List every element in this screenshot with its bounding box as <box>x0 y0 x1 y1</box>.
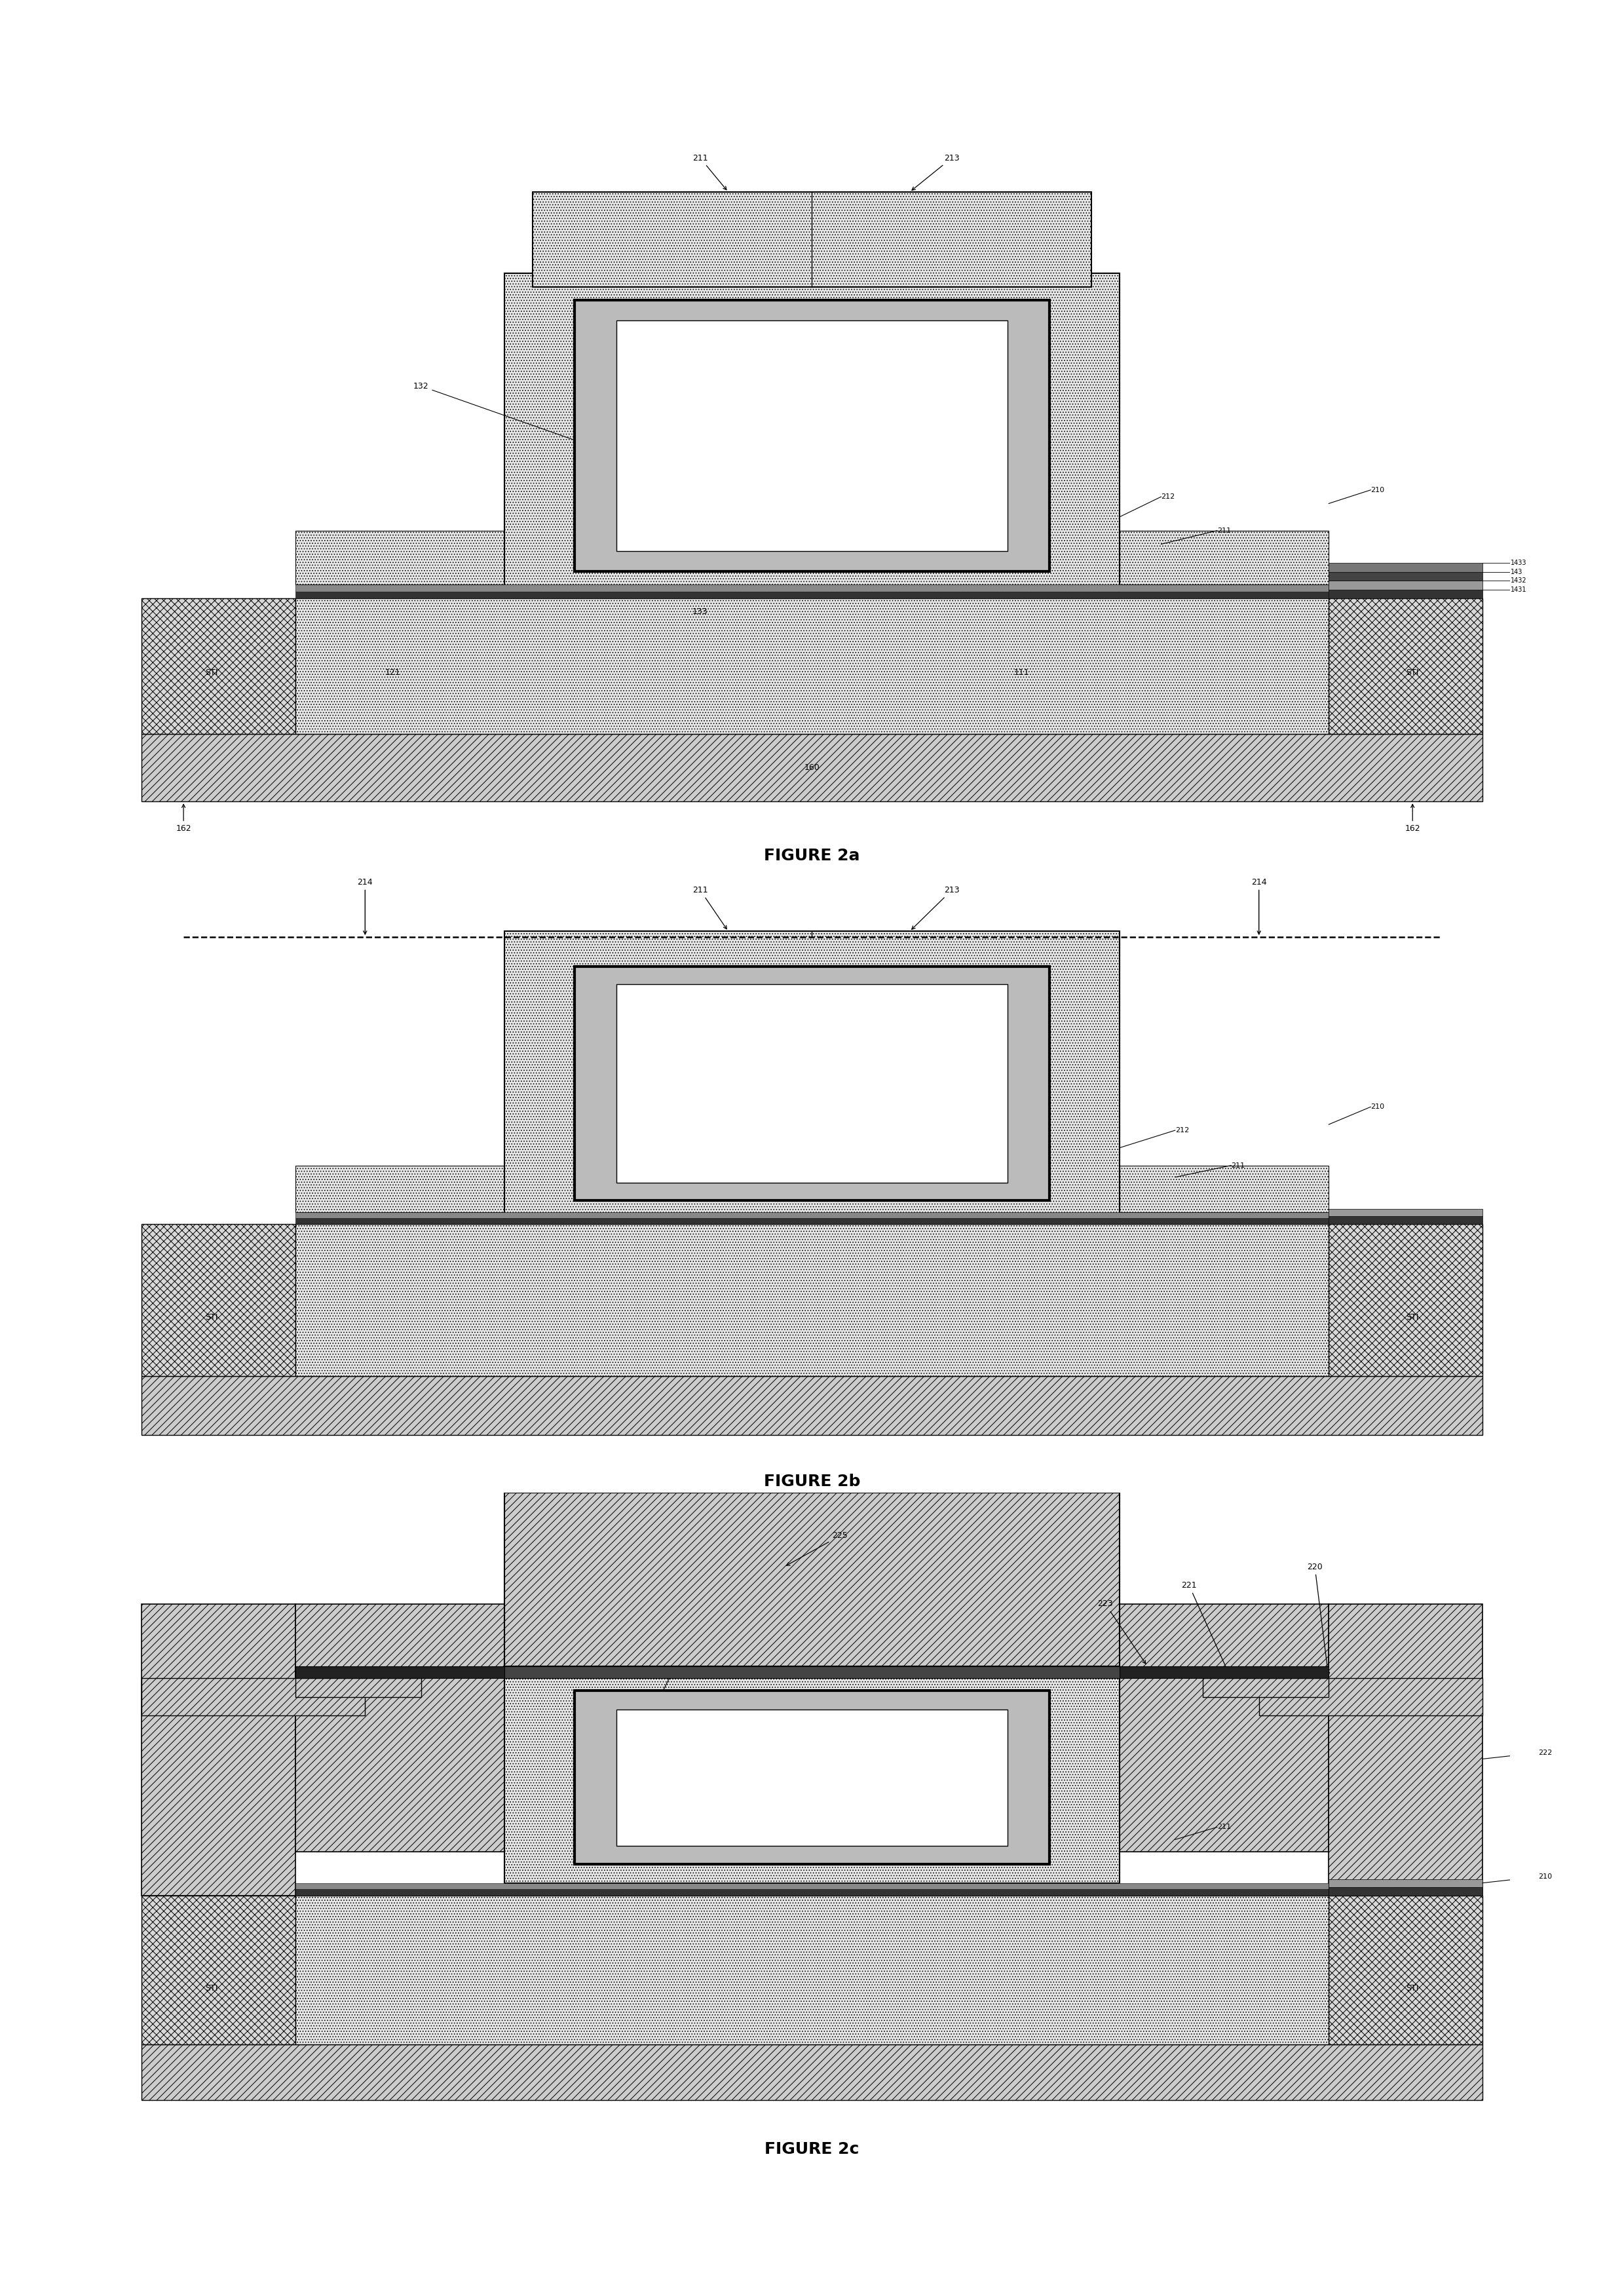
Bar <box>575 301 1049 572</box>
Text: STI: STI <box>1406 1984 1419 1993</box>
Bar <box>575 967 1049 1201</box>
Bar <box>505 1667 1119 1678</box>
Text: 213: 213 <box>911 886 960 930</box>
Bar <box>296 599 1328 735</box>
Bar <box>296 1890 1328 1896</box>
Bar <box>141 2043 1483 2101</box>
Text: 1431: 1431 <box>1510 585 1527 592</box>
Text: FIGURE 2c: FIGURE 2c <box>765 2142 859 2158</box>
Bar <box>296 585 1328 592</box>
Text: 1432: 1432 <box>1510 579 1527 583</box>
Bar <box>296 1896 1328 2043</box>
Bar <box>1328 563 1483 572</box>
Bar <box>1119 1667 1328 1678</box>
Text: 162: 162 <box>175 804 192 833</box>
Bar <box>1328 1208 1483 1217</box>
Text: STI: STI <box>205 668 218 677</box>
Bar <box>296 1219 1328 1224</box>
Bar <box>1203 1678 1328 1697</box>
Bar <box>141 1896 296 2043</box>
Bar <box>141 1224 296 1375</box>
Bar <box>1328 599 1483 735</box>
Bar <box>1328 581 1483 590</box>
Text: STI: STI <box>1406 668 1419 677</box>
Text: 130: 130 <box>698 1770 809 1779</box>
Text: 130: 130 <box>698 429 809 439</box>
Text: 221: 221 <box>1181 1582 1229 1676</box>
Bar <box>1119 530 1328 585</box>
Text: 160: 160 <box>804 762 820 771</box>
Bar <box>1328 1887 1483 1896</box>
Text: 212: 212 <box>1176 1127 1189 1134</box>
Bar <box>1328 1224 1483 1375</box>
Text: 211: 211 <box>1216 528 1231 535</box>
Bar <box>1328 1896 1483 2043</box>
Text: 211: 211 <box>1216 1823 1231 1830</box>
Bar <box>505 1667 1119 1883</box>
Bar <box>296 1678 421 1697</box>
Bar <box>141 1678 365 1715</box>
Bar <box>617 985 1007 1182</box>
Bar <box>533 193 1091 287</box>
Text: 211: 211 <box>692 886 726 930</box>
Text: 143: 143 <box>1510 569 1522 576</box>
Bar <box>141 599 296 735</box>
Bar <box>296 592 1328 599</box>
Bar <box>1328 1605 1483 1896</box>
Bar <box>141 1375 1483 1435</box>
Text: STI: STI <box>1406 1313 1419 1322</box>
Text: 210: 210 <box>1538 1874 1553 1880</box>
Bar <box>296 1166 505 1212</box>
Text: 213: 213 <box>637 1674 671 1731</box>
Bar <box>296 1224 1328 1375</box>
Bar <box>296 530 505 585</box>
Bar <box>505 273 1119 599</box>
Bar <box>1328 572 1483 581</box>
Text: 225: 225 <box>786 1531 848 1566</box>
Text: 162: 162 <box>1405 804 1421 833</box>
Text: STI: STI <box>205 1313 218 1322</box>
Bar <box>296 1212 1328 1219</box>
Bar <box>1259 1678 1483 1715</box>
Bar <box>1119 530 1328 585</box>
Text: 211: 211 <box>692 154 726 191</box>
Bar <box>617 1708 1007 1846</box>
Bar <box>141 735 1483 801</box>
Bar <box>617 321 1007 551</box>
Text: 132: 132 <box>412 381 580 443</box>
Bar <box>296 1667 505 1678</box>
Text: 121: 121 <box>385 668 401 677</box>
Bar <box>1328 1878 1483 1887</box>
Text: 111: 111 <box>1013 668 1030 677</box>
Text: 213: 213 <box>913 154 960 191</box>
Bar <box>1328 590 1483 599</box>
Bar <box>505 1492 1119 1667</box>
Text: 214: 214 <box>1250 877 1267 934</box>
Text: 214: 214 <box>357 877 374 934</box>
Bar <box>1119 1605 1328 1853</box>
Bar <box>1119 1166 1328 1212</box>
Bar <box>141 1605 296 1896</box>
Text: STI: STI <box>205 1984 218 1993</box>
Text: 210: 210 <box>1371 487 1385 494</box>
Bar <box>296 1605 505 1853</box>
Bar <box>505 932 1119 1224</box>
Bar <box>575 1690 1049 1864</box>
Text: 222: 222 <box>1538 1750 1553 1756</box>
Text: 223: 223 <box>1098 1600 1145 1665</box>
Text: 220: 220 <box>1307 1564 1330 1676</box>
Text: 133: 133 <box>692 608 708 615</box>
Text: 212: 212 <box>1161 494 1176 501</box>
Text: FIGURE 2b: FIGURE 2b <box>763 1474 861 1490</box>
Text: 1433: 1433 <box>1510 560 1527 567</box>
Bar <box>1328 1217 1483 1224</box>
Text: 210: 210 <box>1371 1104 1385 1111</box>
Text: FIGURE 2a: FIGURE 2a <box>763 847 861 863</box>
Bar <box>296 1883 1328 1890</box>
Text: 211: 211 <box>1231 1162 1246 1169</box>
